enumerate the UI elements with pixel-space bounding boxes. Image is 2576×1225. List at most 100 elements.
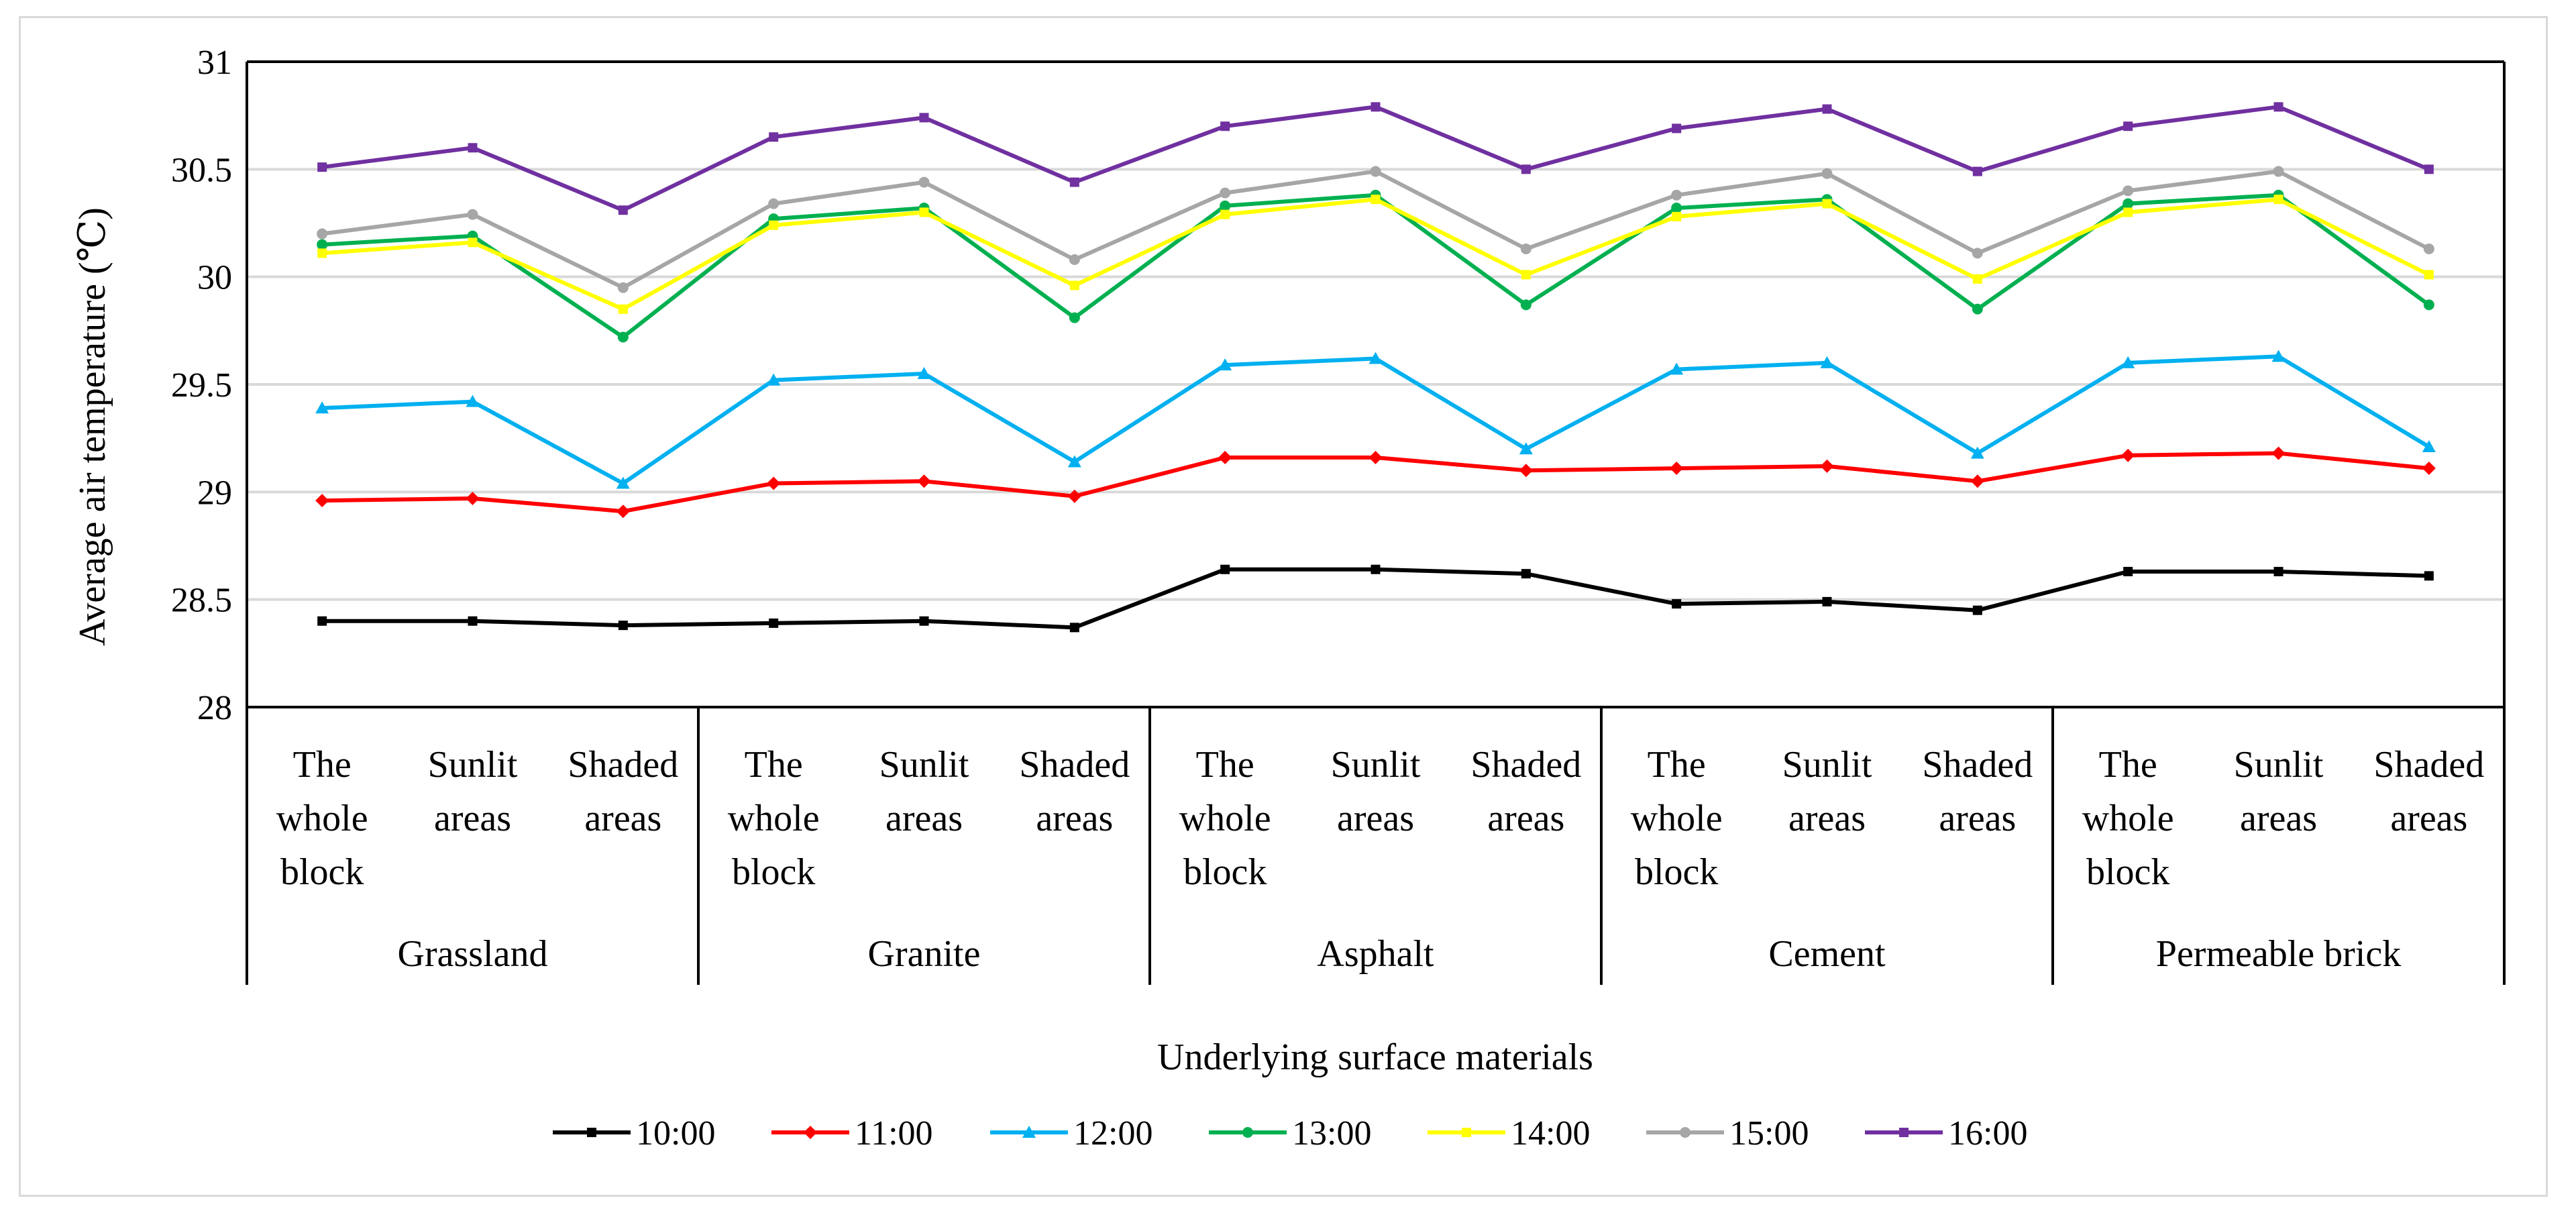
legend-item: 14:00 — [1428, 1114, 1590, 1153]
data-point — [2424, 164, 2434, 174]
x-tick-label: block — [1635, 851, 1718, 893]
series-1000 — [317, 564, 2434, 633]
data-point — [1820, 459, 1834, 473]
x-tick-label: whole — [276, 798, 368, 839]
data-point — [2271, 350, 2286, 362]
data-point — [315, 401, 329, 414]
data-point — [2123, 198, 2134, 209]
data-point — [1371, 195, 1381, 205]
x-tick-label: Sunlit — [428, 744, 518, 786]
legend-label: 10:00 — [636, 1114, 715, 1153]
series-lines — [315, 102, 2436, 633]
x-tick-label: Shaded — [1470, 744, 1581, 786]
data-point — [317, 162, 327, 172]
x-tick-label: The — [745, 744, 803, 786]
series-line — [321, 169, 2430, 290]
data-point — [618, 205, 628, 215]
x-tick-label: whole — [728, 798, 820, 839]
x-tick-label: areas — [1036, 798, 1113, 839]
data-point — [1899, 1128, 1909, 1137]
x-tick-label: Shaded — [2373, 744, 2484, 786]
legend-item: 12:00 — [990, 1114, 1152, 1153]
data-point — [2273, 102, 2284, 112]
data-point — [1671, 189, 1682, 201]
data-point — [317, 228, 328, 239]
series-1300 — [317, 189, 2434, 343]
data-point — [1972, 303, 1983, 315]
data-point — [466, 491, 480, 505]
x-tick-label: areas — [1788, 798, 1866, 839]
data-point — [1822, 596, 1832, 606]
data-point — [1069, 280, 1079, 290]
legend-label: 12:00 — [1073, 1114, 1152, 1153]
group-label: Permeable brick — [2156, 933, 2401, 975]
data-point — [1521, 270, 1531, 280]
group-label: Grassland — [398, 933, 548, 975]
legend-label: 13:00 — [1292, 1114, 1371, 1153]
data-point — [1520, 299, 1532, 311]
data-point — [918, 176, 930, 188]
x-tick-label: areas — [2240, 798, 2317, 839]
data-point — [917, 366, 931, 379]
legend-item: 10:00 — [553, 1114, 715, 1153]
x-tick-label: Sunlit — [1782, 744, 1872, 786]
x-tick-label: Sunlit — [879, 744, 969, 786]
data-point — [1220, 209, 1230, 219]
data-point — [317, 616, 327, 626]
y-tick-label: 30.5 — [171, 151, 232, 189]
data-point — [1820, 356, 1834, 368]
series-1600 — [317, 102, 2434, 215]
data-point — [1242, 1127, 1253, 1138]
data-point — [1970, 474, 1984, 488]
data-point — [2273, 166, 2284, 177]
data-point — [919, 207, 929, 217]
data-point — [1822, 104, 1832, 114]
data-point — [1069, 312, 1080, 323]
data-point — [1218, 451, 1232, 465]
data-point — [1519, 442, 1533, 455]
x-tick-label: whole — [1631, 798, 1723, 839]
series-1200 — [315, 350, 2436, 489]
data-point — [1069, 177, 1079, 187]
axes — [246, 60, 2506, 985]
data-point — [1220, 200, 1231, 211]
data-point — [1067, 455, 1081, 468]
data-point — [1519, 464, 1533, 478]
group-label: Granite — [868, 933, 981, 975]
data-point — [1220, 564, 1230, 574]
legend-label: 14:00 — [1511, 1114, 1590, 1153]
x-tick-label: whole — [1179, 798, 1271, 839]
legend-item: 15:00 — [1646, 1114, 1809, 1153]
x-tick-label: Sunlit — [1331, 744, 1421, 786]
x-tick-label: block — [732, 851, 815, 893]
data-point — [1972, 605, 1982, 615]
legend-label: 15:00 — [1729, 1114, 1809, 1153]
data-point — [2273, 566, 2284, 576]
y-tick-label: 31 — [197, 44, 232, 82]
x-tick-label: whole — [2082, 798, 2174, 839]
data-point — [2424, 270, 2434, 280]
data-point — [1371, 102, 1381, 112]
data-point — [2424, 571, 2434, 581]
x-tick-label: areas — [1939, 798, 2016, 839]
data-point — [767, 373, 781, 386]
data-point — [2423, 299, 2434, 311]
x-tick-label: areas — [2390, 798, 2467, 839]
data-point — [1972, 166, 1982, 176]
data-point — [769, 132, 779, 142]
data-point — [1462, 1128, 1471, 1137]
data-point — [315, 494, 329, 508]
legend-item: 16:00 — [1865, 1114, 2027, 1153]
x-tick-label: The — [1648, 744, 1706, 786]
legend-label: 11:00 — [855, 1114, 933, 1153]
data-point — [616, 504, 630, 519]
group-label: Asphalt — [1317, 933, 1434, 975]
x-tick-labels: The whole block Sunlit areas Shaded areas The wh… — [276, 744, 2485, 893]
data-point — [1220, 121, 1230, 131]
x-tick-label: The — [293, 744, 352, 786]
data-point — [1672, 123, 1682, 134]
x-tick-label: Shaded — [1922, 744, 2033, 786]
y-tick-label: 30 — [197, 259, 232, 297]
x-tick-label: The — [1196, 744, 1254, 786]
